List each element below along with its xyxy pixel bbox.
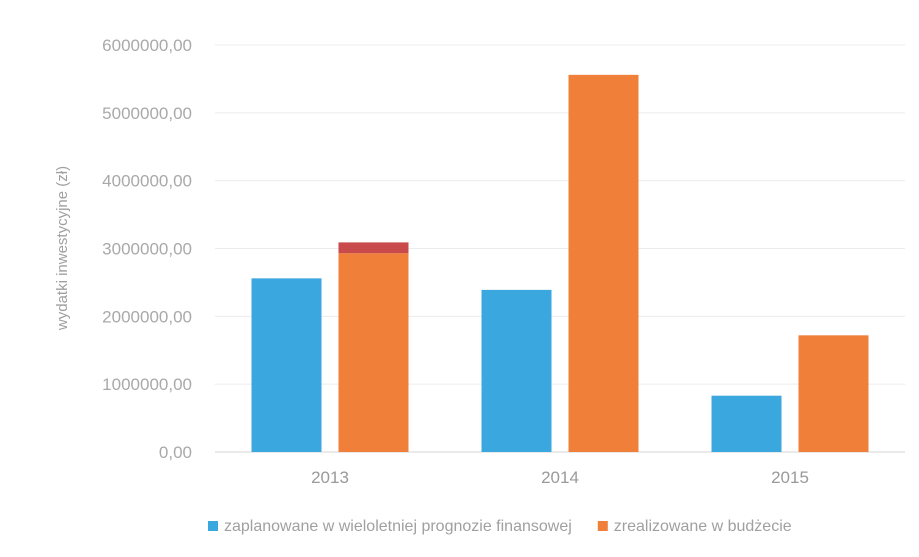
legend-item: zrealizowane w budżecie — [597, 518, 792, 535]
y-axis-ticks: 0,00 1000000,00 2000000,00 3000000,00 400000… — [102, 36, 192, 462]
legend: zaplanowane w wieloletniej prognozie fin… — [208, 518, 792, 535]
y-tick-label: 6000000,00 — [102, 36, 192, 55]
bar — [251, 278, 322, 452]
bar-segment — [338, 242, 409, 254]
legend-item: zaplanowane w wieloletniej prognozie fin… — [208, 518, 572, 535]
y-tick-label: 0,00 — [159, 443, 192, 462]
grid — [215, 44, 905, 453]
x-tick-label: 2015 — [771, 468, 809, 487]
legend-label: zrealizowane w budżecie — [614, 518, 792, 535]
legend-swatch — [597, 521, 608, 531]
bar — [798, 335, 869, 452]
bars — [251, 74, 869, 452]
y-axis-label: wydatki inwestycyjne (zł) — [54, 166, 71, 331]
bar — [338, 253, 409, 452]
bar — [481, 289, 552, 452]
x-axis-ticks: 2013 2014 2015 — [311, 468, 809, 487]
y-tick-label: 4000000,00 — [102, 172, 192, 191]
legend-swatch — [208, 521, 218, 531]
bar — [568, 74, 639, 452]
legend-label: zaplanowane w wieloletniej prognozie fin… — [224, 518, 572, 535]
x-tick-label: 2013 — [311, 468, 349, 487]
y-tick-label: 5000000,00 — [102, 104, 192, 123]
x-tick-label: 2014 — [541, 468, 579, 487]
y-tick-label: 1000000,00 — [102, 375, 192, 394]
y-tick-label: 2000000,00 — [102, 307, 192, 326]
bar — [711, 395, 782, 452]
y-tick-label: 3000000,00 — [102, 240, 192, 259]
